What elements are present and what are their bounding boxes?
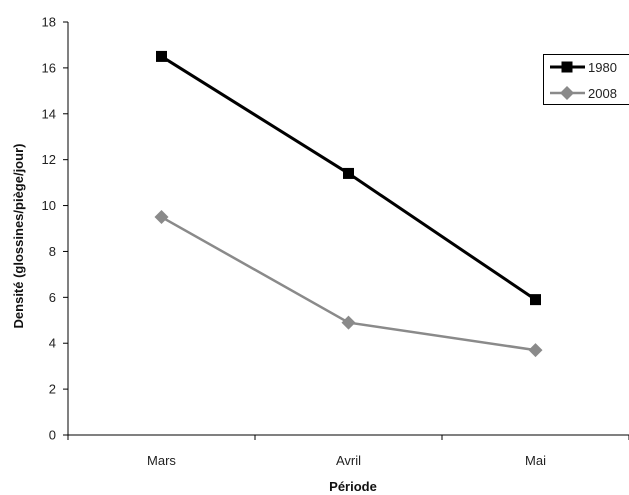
data-point-1980 bbox=[343, 167, 354, 179]
series-group bbox=[154, 50, 543, 358]
series-line-2008 bbox=[160, 215, 536, 352]
y-tick-label: 12 bbox=[42, 152, 56, 167]
y-tick-label: 10 bbox=[42, 198, 56, 213]
legend-marker-1980 bbox=[561, 61, 573, 73]
legend: 1980 2008 bbox=[543, 54, 629, 105]
y-axis-ticks: 0 2 4 6 8 10 12 14 16 18 bbox=[42, 15, 68, 443]
series-1980 bbox=[156, 50, 541, 306]
y-tick-label: 0 bbox=[49, 428, 56, 443]
x-tick-label: Mars bbox=[147, 453, 176, 468]
legend-label-1980: 1980 bbox=[588, 60, 617, 75]
y-tick-label: 2 bbox=[49, 382, 56, 397]
legend-marker-2008 bbox=[560, 86, 574, 100]
data-point-1980 bbox=[156, 50, 167, 62]
data-point-2008 bbox=[528, 343, 543, 358]
y-tick-label: 18 bbox=[42, 15, 56, 30]
data-point-1980 bbox=[530, 294, 541, 306]
data-point-2008 bbox=[341, 315, 356, 330]
data-point-2008 bbox=[154, 210, 169, 225]
y-tick-label: 6 bbox=[49, 290, 56, 305]
y-tick-label: 8 bbox=[49, 244, 56, 259]
x-axis-title: Période bbox=[329, 479, 377, 494]
x-tick-label: Mai bbox=[525, 453, 546, 468]
y-tick-label: 16 bbox=[42, 60, 56, 75]
y-axis-title: Densité (glossines/piège/jour) bbox=[11, 144, 26, 329]
y-tick-label: 4 bbox=[49, 336, 56, 351]
series-2008 bbox=[154, 210, 543, 358]
legend-box bbox=[543, 54, 629, 105]
x-tick-label: Avril bbox=[336, 453, 361, 468]
y-tick-label: 14 bbox=[42, 106, 56, 121]
x-axis-ticks: Mars Avril Mai bbox=[67, 435, 629, 468]
axes bbox=[67, 22, 629, 436]
legend-label-2008: 2008 bbox=[588, 86, 617, 101]
